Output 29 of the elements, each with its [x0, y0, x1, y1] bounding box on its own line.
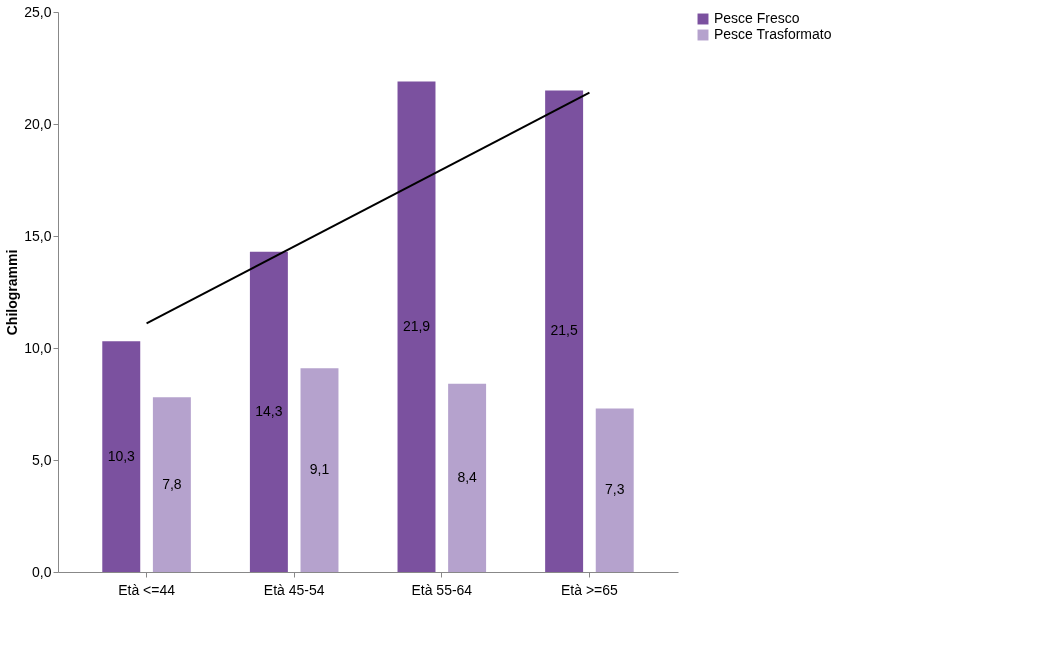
y-tick-label: 15,0: [24, 227, 52, 244]
y-tick-label: 0,0: [32, 563, 52, 580]
data-label: 9,1: [309, 461, 330, 478]
x-tick-label: Età <=44: [118, 581, 176, 598]
legend-label: Pesce Fresco: [714, 10, 800, 26]
y-tick-label: 5,0: [32, 451, 52, 468]
legend-label: Pesce Trasformato: [714, 26, 832, 42]
y-tick-label: 25,0: [24, 3, 52, 20]
x-tick-label: Età 45-54: [263, 581, 325, 598]
bar: [595, 408, 634, 572]
data-label: 21,9: [402, 317, 431, 334]
data-label: 7,8: [162, 475, 182, 492]
data-label: 10,3: [107, 447, 136, 464]
y-tick-label: 20,0: [24, 115, 52, 132]
x-tick-label: Età >=65: [561, 581, 619, 598]
bar: [545, 90, 584, 572]
data-label: 14,3: [255, 402, 283, 419]
bar: [448, 383, 487, 572]
data-label: 21,5: [550, 322, 578, 339]
y-axis-title: Chilogrammi: [4, 249, 21, 336]
data-label: 7,3: [605, 481, 625, 498]
x-tick-label: Età 55-64: [411, 581, 473, 598]
bar: [249, 251, 288, 572]
data-label: 8,4: [457, 468, 478, 485]
bar: [397, 81, 436, 572]
bar: [102, 341, 141, 572]
bar: [152, 397, 191, 572]
y-tick-label: 10,0: [24, 339, 52, 356]
bar: [300, 368, 339, 572]
